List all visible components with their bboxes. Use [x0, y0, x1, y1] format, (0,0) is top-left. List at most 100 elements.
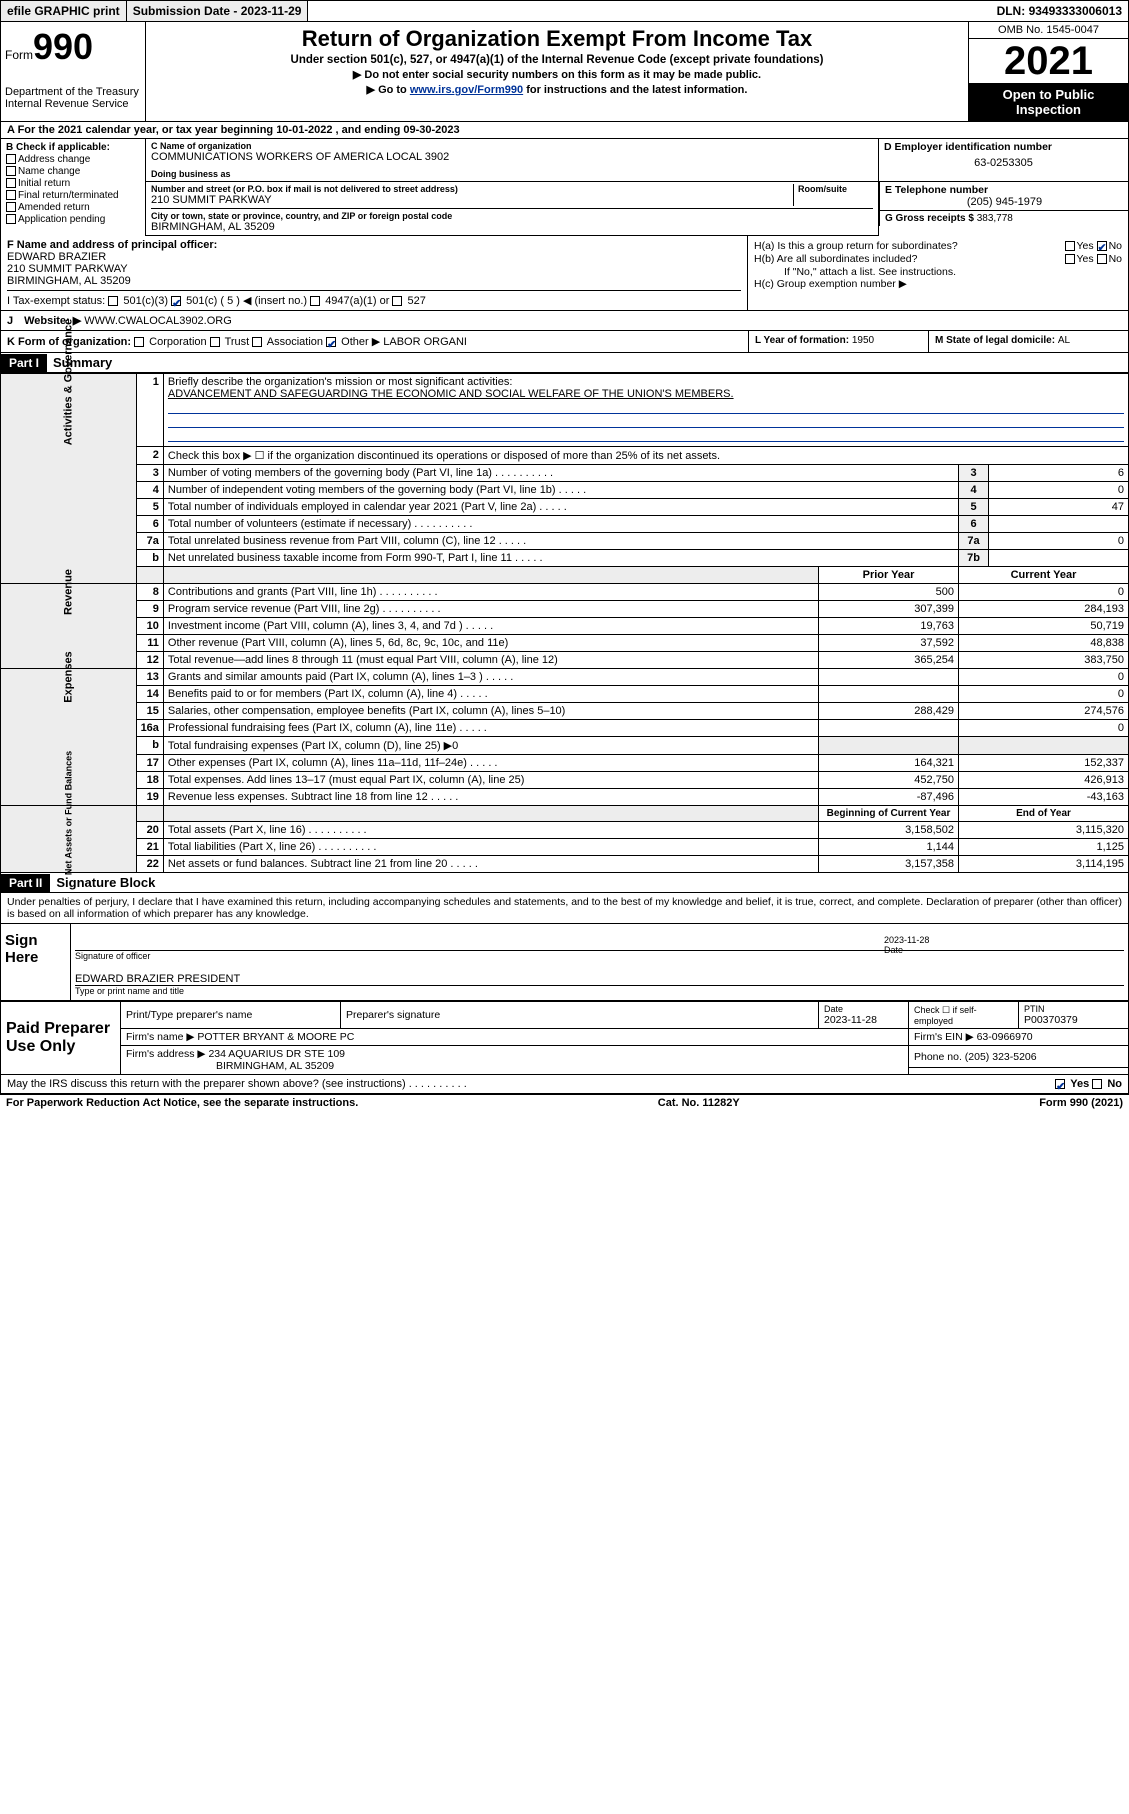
f-label: F Name and address of principal officer: [7, 239, 217, 251]
footer-right: Form 990 (2021) [1039, 1097, 1123, 1109]
summary-table: Activities & Governance 1 Briefly descri… [0, 373, 1129, 873]
chk-trust[interactable] [210, 337, 220, 347]
net-row-21: 21Total liabilities (Part X, line 26)1,1… [1, 839, 1129, 856]
footer: For Paperwork Reduction Act Notice, see … [0, 1094, 1129, 1111]
exp-row-15: 15Salaries, other compensation, employee… [1, 703, 1129, 720]
summary-row-4: 4Number of independent voting members of… [1, 482, 1129, 499]
chk-address-change[interactable]: Address change [6, 154, 140, 165]
open-inspection: Open to Public Inspection [969, 83, 1128, 121]
hc-label: H(c) Group exemption number ▶ [754, 278, 1122, 290]
rev-row-10: 10Investment income (Part VIII, column (… [1, 618, 1129, 635]
hb-note: If "No," attach a list. See instructions… [754, 266, 1122, 278]
name-label: Type or print name and title [75, 985, 1124, 996]
exp-row-17: 17Other expenses (Part IX, column (A), l… [1, 755, 1129, 772]
row-klm: K Form of organization: Corporation Trus… [0, 331, 1129, 353]
rev-row-11: 11Other revenue (Part VIII, column (A), … [1, 635, 1129, 652]
section-h: H(a) Is this a group return for subordin… [748, 236, 1128, 310]
q1-label: Briefly describe the organization's miss… [168, 376, 512, 388]
form-subtitle: Under section 501(c), 527, or 4947(a)(1)… [154, 54, 960, 66]
mission-text: ADVANCEMENT AND SAFEGUARDING THE ECONOMI… [168, 388, 734, 400]
irs-link[interactable]: www.irs.gov/Form990 [410, 84, 523, 96]
chk-hb-yes[interactable] [1065, 254, 1075, 264]
row-l: L Year of formation: 1950 [748, 331, 928, 352]
net-row-22: 22Net assets or fund balances. Subtract … [1, 856, 1129, 873]
chk-ha-yes[interactable] [1065, 241, 1075, 251]
exp-row-18: 18Total expenses. Add lines 13–17 (must … [1, 772, 1129, 789]
gross-receipts: G Gross receipts $ 383,778 [879, 210, 1129, 226]
declaration-text: Under penalties of perjury, I declare th… [1, 893, 1128, 923]
footer-left: For Paperwork Reduction Act Notice, see … [6, 1097, 358, 1109]
section-f: F Name and address of principal officer:… [1, 236, 748, 310]
summary-row-5: 5Total number of individuals employed in… [1, 499, 1129, 516]
summary-row-7b: bNet unrelated business taxable income f… [1, 550, 1129, 567]
omb-number: OMB No. 1545-0047 [969, 22, 1128, 39]
chk-amended-return[interactable]: Amended return [6, 202, 140, 213]
chk-ha-no[interactable] [1097, 241, 1107, 251]
q2-text: Check this box ▶ ☐ if the organization d… [163, 447, 1128, 465]
row-a-tax-year: A For the 2021 calendar year, or tax yea… [0, 122, 1129, 139]
chk-final-return[interactable]: Final return/terminated [6, 190, 140, 201]
city-state-zip: BIRMINGHAM, AL 35209 [151, 221, 873, 233]
chk-discuss-no[interactable] [1092, 1079, 1102, 1089]
org-name: COMMUNICATIONS WORKERS OF AMERICA LOCAL … [151, 151, 873, 163]
irs-label: Internal Revenue Service [5, 98, 141, 110]
sig-officer-label: Signature of officer [75, 951, 884, 961]
preparer-date: 2023-11-28 [824, 1014, 903, 1026]
chk-discuss-yes[interactable] [1055, 1079, 1065, 1089]
chk-initial-return[interactable]: Initial return [6, 178, 140, 189]
efile-label[interactable]: efile GRAPHIC print [1, 1, 127, 21]
officer-addr1: 210 SUMMIT PARKWAY [7, 263, 741, 275]
summary-row-3: 3Number of voting members of the governi… [1, 465, 1129, 482]
chk-501c[interactable] [171, 296, 181, 306]
footer-mid: Cat. No. 11282Y [658, 1097, 740, 1109]
firm-phone: (205) 323-5206 [965, 1051, 1037, 1063]
website-value: WWW.CWALOCAL3902.ORG [84, 315, 232, 327]
chk-name-change[interactable]: Name change [6, 166, 140, 177]
address-block: Number and street (or P.O. box if mail i… [146, 182, 878, 236]
officer-addr2: BIRMINGHAM, AL 35209 [7, 275, 741, 287]
ptin-value: P00370379 [1024, 1014, 1123, 1026]
part1-header: Part I Summary [0, 353, 1129, 373]
ein-block: D Employer identification number 63-0253… [878, 139, 1128, 182]
org-name-block: C Name of organization COMMUNICATIONS WO… [146, 139, 878, 182]
sign-here-label: Sign Here [1, 924, 71, 1000]
rev-row-9: 9Program service revenue (Part VIII, lin… [1, 601, 1129, 618]
chk-application-pending[interactable]: Application pending [6, 214, 140, 225]
summary-row-7a: 7aTotal unrelated business revenue from … [1, 533, 1129, 550]
firm-addr1: 234 AQUARIUS DR STE 109 [208, 1048, 345, 1060]
ssn-notice: ▶ Do not enter social security numbers o… [154, 68, 960, 81]
firm-addr2: BIRMINGHAM, AL 35209 [126, 1060, 334, 1072]
side-tab-net: Net Assets or Fund Balances [1, 806, 137, 873]
summary-row-6: 6Total number of volunteers (estimate if… [1, 516, 1129, 533]
chk-other[interactable] [326, 337, 336, 347]
self-employed-chk[interactable]: Check ☐ if self-employed [909, 1002, 1019, 1029]
chk-hb-no[interactable] [1097, 254, 1107, 264]
row-i: I Tax-exempt status: 501(c)(3) 501(c) ( … [7, 290, 741, 307]
chk-501c3[interactable] [108, 296, 118, 306]
discuss-row: May the IRS discuss this return with the… [0, 1075, 1129, 1094]
officer-print-name: EDWARD BRAZIER PRESIDENT [75, 973, 1124, 985]
chk-4947[interactable] [310, 296, 320, 306]
chk-assoc[interactable] [252, 337, 262, 347]
chk-corp[interactable] [134, 337, 144, 347]
exp-row-19: 19Revenue less expenses. Subtract line 1… [1, 789, 1129, 806]
row-m: M State of legal domicile: AL [928, 331, 1128, 352]
sig-date-val: 2023-11-28 [884, 935, 1124, 945]
section-b: B Check if applicable: Address change Na… [1, 139, 146, 236]
section-bcdeg: B Check if applicable: Address change Na… [0, 139, 1129, 236]
row-k: K Form of organization: Corporation Trus… [1, 331, 748, 352]
street-address: 210 SUMMIT PARKWAY [151, 194, 793, 206]
form-title-block: Return of Organization Exempt From Incom… [146, 22, 968, 121]
ein-value: 63-0253305 [884, 157, 1123, 169]
tax-year: 2021 [969, 39, 1128, 83]
dept-treasury: Department of the Treasury [5, 86, 141, 98]
form-header: Form990 Department of the Treasury Inter… [0, 22, 1129, 122]
row-j: J Website: ▶ WWW.CWALOCAL3902.ORG [0, 311, 1129, 331]
form-id-block: Form990 Department of the Treasury Inter… [1, 22, 146, 121]
goto-line: ▶ Go to www.irs.gov/Form990 for instruct… [154, 83, 960, 96]
phone-value: (205) 945-1979 [885, 196, 1124, 208]
firm-name: POTTER BRYANT & MOORE PC [197, 1031, 354, 1043]
submission-date: Submission Date - 2023-11-29 [127, 1, 309, 21]
exp-row-14: 14Benefits paid to or for members (Part … [1, 686, 1129, 703]
chk-527[interactable] [392, 296, 402, 306]
